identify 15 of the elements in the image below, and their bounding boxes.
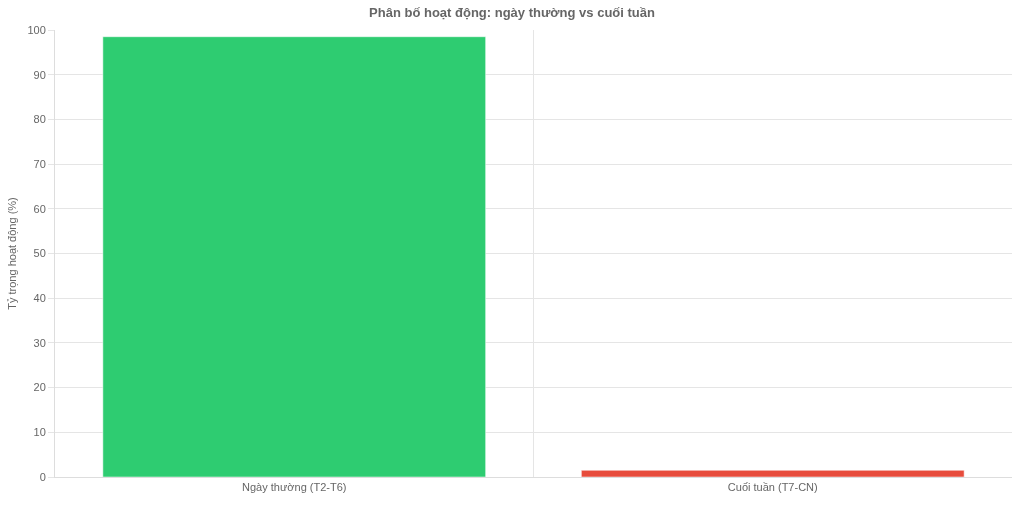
y-tick-label: 50 bbox=[33, 247, 46, 260]
y-axis-title: Tỷ trọng hoạt động (%) bbox=[6, 197, 19, 310]
x-tick-label: Ngày thường (T2-T6) bbox=[242, 481, 347, 494]
y-tick-label: 60 bbox=[33, 202, 46, 215]
y-tick-label: 20 bbox=[33, 381, 46, 394]
y-tick-label: 30 bbox=[33, 336, 46, 349]
y-tick-label: 0 bbox=[39, 470, 46, 483]
x-tick-label: Cuối tuần (T7-CN) bbox=[727, 481, 818, 494]
y-tick-label: 90 bbox=[33, 68, 46, 81]
y-tick-label: 10 bbox=[33, 426, 46, 439]
y-tick-label: 100 bbox=[27, 23, 46, 36]
y-tick-label: 70 bbox=[33, 157, 46, 170]
y-tick-label: 40 bbox=[33, 292, 46, 305]
chart-title: Phân bố hoạt động: ngày thường vs cuối tuần bbox=[369, 4, 655, 20]
y-tick-label: 80 bbox=[33, 113, 46, 126]
